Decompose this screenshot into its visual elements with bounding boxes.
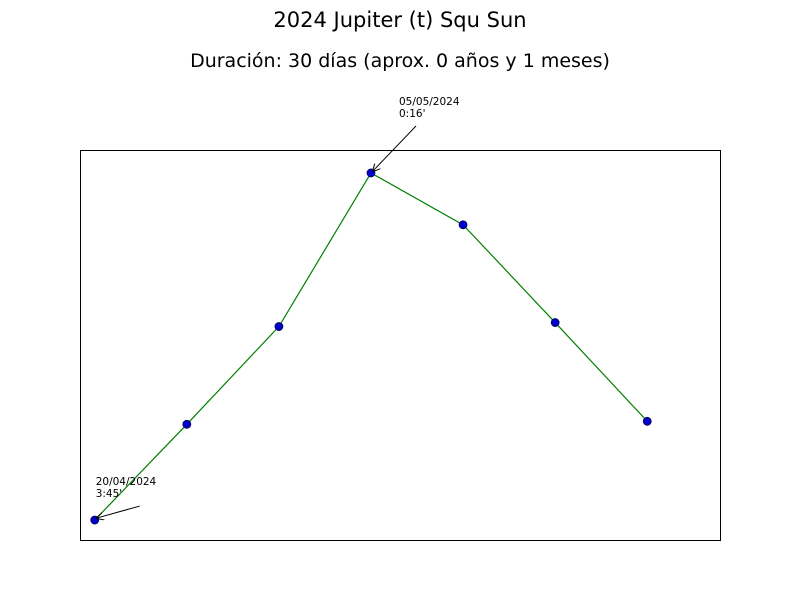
data-point-1: [182, 419, 192, 429]
annotation-date-1: 05/05/2024: [399, 96, 460, 108]
annotation-arrow-1: [373, 125, 417, 171]
data-points: [90, 168, 652, 525]
series-line: [94, 172, 648, 521]
annotation-date-0: 20/04/2024: [96, 476, 157, 488]
data-point-5: [550, 318, 560, 327]
data-point-2: [274, 322, 284, 331]
plot-frame: [80, 150, 721, 541]
annotation-value-0: 3:45': [96, 488, 122, 500]
chart-subtitle: Duración: 30 días (aprox. 0 años y 1 mes…: [190, 50, 610, 72]
annotation-value-1: 0:16': [399, 108, 425, 120]
annotation-arrow-0: [97, 505, 140, 518]
data-point-0: [90, 515, 100, 525]
data-point-6: [642, 416, 652, 426]
data-point-4: [458, 220, 468, 230]
chart-title: 2024 Jupiter (t) Squ Sun: [273, 8, 527, 32]
